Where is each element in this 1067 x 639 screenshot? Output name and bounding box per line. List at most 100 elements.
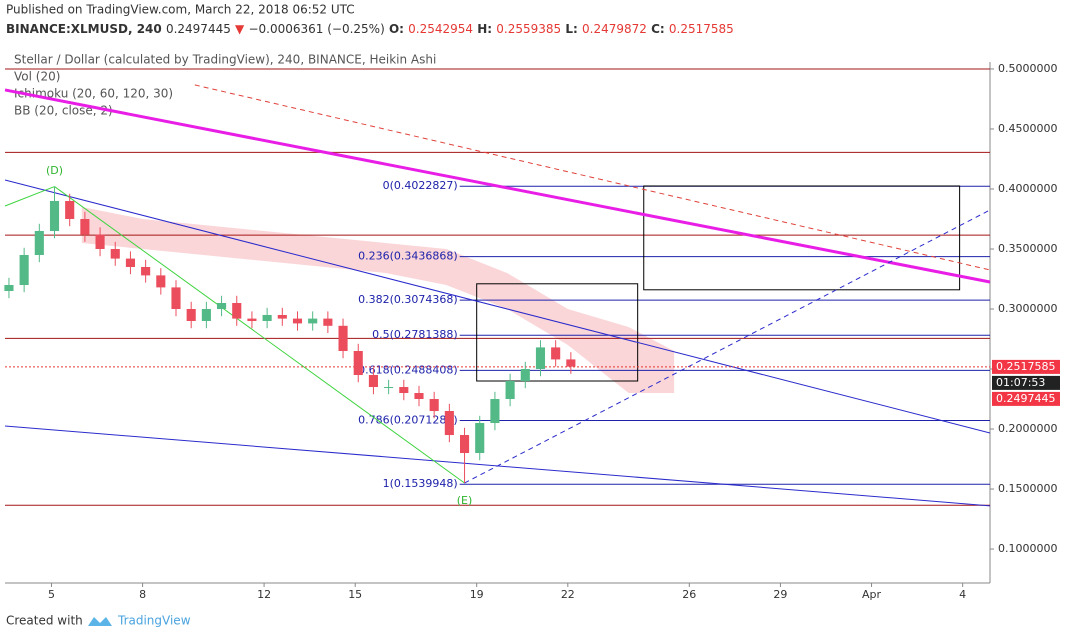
price-label: 01:07:53 [996,376,1045,389]
chart-title: Stellar / Dollar (calculated by TradingV… [14,53,436,67]
ohlc-value: 0.2542954 [408,22,473,36]
y-tick-label: 0.2000000 [998,422,1058,435]
candle-body [338,325,348,352]
fib-label: 0.236(0.3436868) [358,250,458,263]
candle-body [125,258,135,267]
candle-body [141,266,151,276]
y-tick-label: 0.1500000 [998,482,1058,495]
ohlc-key: C: [651,22,665,36]
candle-body [171,287,181,309]
wave-point: (E) [457,494,473,507]
candle-body [292,318,303,324]
x-tick-label: 29 [773,588,787,601]
trendline [464,209,991,484]
ohlc-key: L: [565,22,577,36]
candle-body [384,387,394,389]
x-tick-label: 12 [257,588,271,601]
symbol: BINANCE:XLMUSD, 240 [6,22,162,36]
indicator-label: BB (20, close, 2) [14,104,113,118]
candle-body [520,369,530,382]
footer-created: Created with [6,614,83,628]
fib-label: 0.786(0.2071284) [358,413,458,426]
candle-body [217,302,227,309]
candle-body [566,359,576,367]
y-tick-label: 0.3500000 [998,242,1058,255]
candle-body [110,248,120,259]
logo [88,617,112,626]
candle-body [262,314,272,321]
y-tick-label: 0.3000000 [998,302,1058,315]
candle-body [414,393,424,400]
y-tick-label: 0.1000000 [998,542,1058,555]
x-tick-label: 8 [139,588,146,601]
y-tick-label: 0.4000000 [998,182,1058,195]
fib-label: 1(0.1539948) [383,477,458,490]
candle-body [247,318,257,321]
candle-body [368,375,378,388]
fib-label: 0(0.4022827) [383,179,458,192]
price-label: 0.2517585 [996,360,1056,373]
trendline [4,179,991,434]
candle-body [80,218,90,235]
candle-body [65,200,75,219]
box [476,283,639,382]
symbol-line: BINANCE:XLMUSD, 240 0.2497445 ▼ −0.00063… [6,22,734,36]
change: −0.0006361 (−0.25%) [248,22,384,36]
x-tick-label: Apr [862,588,882,601]
candle-body [156,275,166,288]
x-tick-label: 26 [682,588,696,601]
ohlc-key: H: [477,22,492,36]
price-label-bg [992,375,1060,390]
ohlc-key: O: [389,22,404,36]
change-arrow: ▼ [235,22,245,36]
price-label-bg [992,359,1060,374]
candle-body [459,435,470,454]
candle-body [186,308,196,321]
candle-body [49,200,60,231]
y-tick-label: 0.4500000 [998,122,1058,135]
candle-body [475,423,485,454]
candle-body [19,254,29,285]
published: Published on TradingView.com, March 22, … [6,3,355,17]
trendline [194,84,991,271]
candle-body [4,284,14,291]
ohlc-value: 0.2479872 [582,22,647,36]
candle-body [308,318,318,324]
footer-brand[interactable]: TradingView [117,614,191,628]
x-tick-label: 22 [561,588,575,601]
last-price: 0.2497445 [166,22,231,36]
x-tick-label: 5 [48,588,55,601]
ohlc-value: 0.2559385 [496,22,561,36]
candle-body [551,347,561,360]
trendline [4,88,991,284]
candle-body [490,399,500,424]
candle-body [232,302,242,319]
candle-body [399,387,409,394]
fib-label: 0.618(0.2488408) [358,363,458,376]
indicator-label: Ichimoku (20, 60, 120, 30) [14,87,173,101]
price-label-bg [992,391,1060,406]
trendline [54,186,465,484]
candle-body [429,399,439,412]
indicator-label: Vol (20) [14,70,60,84]
wave-point: (D) [46,164,63,177]
candle-body [444,411,454,436]
x-tick-label: 19 [470,588,484,601]
fib-label: 0.382(0.3074368) [358,293,458,306]
box [643,185,961,291]
candle-body [34,230,44,255]
candle-body [505,381,515,400]
x-tick-label: 15 [348,588,362,601]
y-tick-label: 0.5000000 [998,62,1058,75]
candle-body [535,347,546,370]
fib-label: 0.5(0.2781388) [372,328,458,341]
candle-body [353,351,363,376]
candle-body [201,308,211,321]
candle-body [323,318,333,326]
trendline [4,186,55,207]
price-label: 0.2497445 [996,392,1056,405]
candle-body [277,314,287,319]
ichimoku-cloud [81,206,675,394]
ohlc-value: 0.2517585 [669,22,734,36]
